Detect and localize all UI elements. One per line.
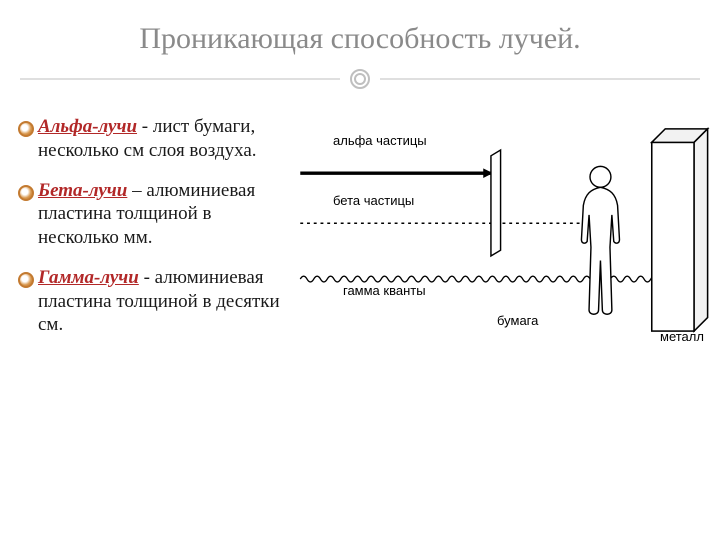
- term-beta: Бета-лучи: [38, 180, 127, 201]
- list-item: Бета-лучи – алюминиевая пластина толщино…: [18, 179, 285, 250]
- label-gamma: гамма кванты: [343, 283, 426, 298]
- title-ornament: [0, 66, 720, 92]
- bullet-list: Альфа-лучи - лист бумаги, несколько см с…: [0, 115, 285, 353]
- list-item: Гамма-лучи - алюминиевая пластина толщин…: [18, 266, 285, 337]
- list-item: Альфа-лучи - лист бумаги, несколько см с…: [18, 115, 285, 163]
- label-metal: металл: [660, 329, 704, 344]
- term-alpha: Альфа-лучи: [38, 116, 137, 137]
- term-gamma: Гамма-лучи: [38, 267, 139, 288]
- page-title: Проникающая способность лучей.: [0, 22, 720, 56]
- label-alpha: альфа частицы: [333, 133, 427, 148]
- label-paper: бумага: [497, 313, 538, 328]
- penetration-diagram: [295, 125, 710, 385]
- label-beta: бета частицы: [333, 193, 414, 208]
